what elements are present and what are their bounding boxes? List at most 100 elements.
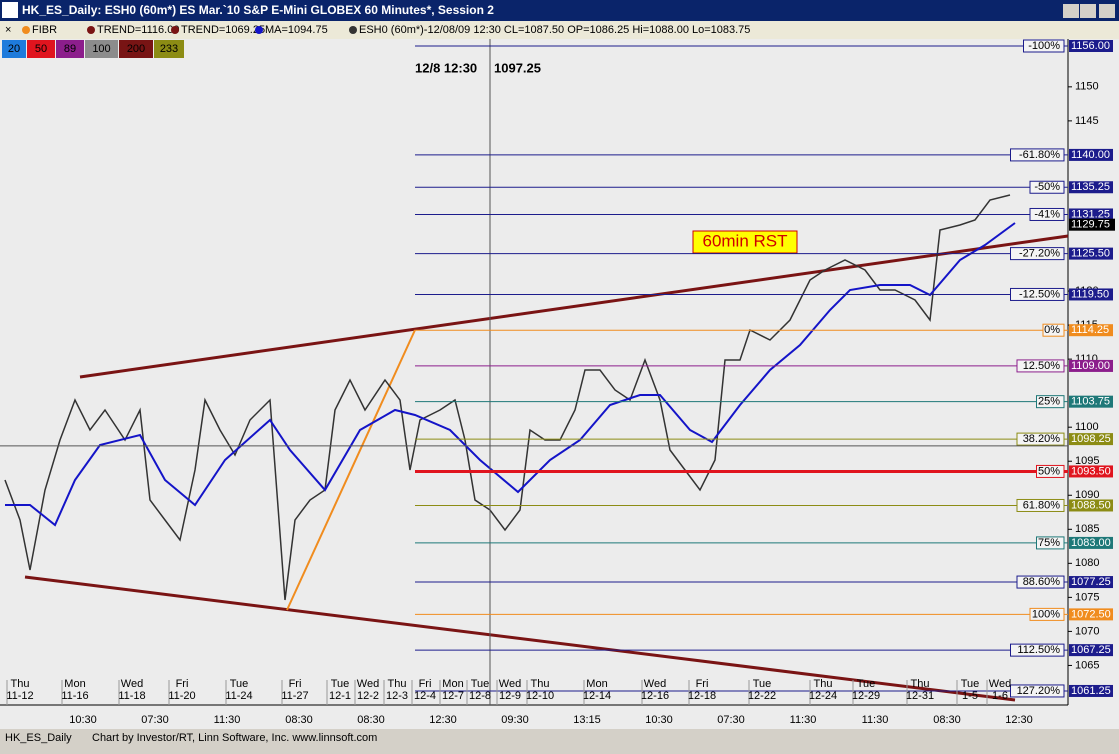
title-bar xyxy=(0,0,1119,21)
day-label: Mon xyxy=(586,678,607,690)
plot: 60min RST xyxy=(4,39,1069,705)
price-box xyxy=(1069,576,1113,589)
price-box-label: 1098.25 xyxy=(1071,433,1111,445)
price-box-label: 1119.50 xyxy=(1071,288,1109,300)
day-label: Thu xyxy=(911,678,930,690)
annotation-box xyxy=(692,230,798,254)
day-label: Fri xyxy=(419,678,432,690)
period-button[interactable] xyxy=(85,40,118,58)
legend-dot xyxy=(349,26,357,34)
legend-item: TREND=1116.00 xyxy=(97,24,179,36)
time-label: 11:30 xyxy=(790,714,817,726)
fib-label-box xyxy=(1036,395,1065,409)
date-label: 12-22 xyxy=(748,690,776,702)
day-label: Tue xyxy=(331,678,350,690)
date-label: 12-4 xyxy=(414,690,436,702)
day-label: Tue xyxy=(961,678,980,690)
time-label: 12:30 xyxy=(1005,714,1033,726)
legend-dot xyxy=(255,26,263,34)
trend-line xyxy=(24,575,1016,702)
maximize[interactable] xyxy=(1080,4,1096,18)
fib-label-box xyxy=(1016,498,1065,512)
fib-label-box xyxy=(1029,207,1065,221)
day-label: Wed xyxy=(357,678,379,690)
price-box-label: 1131.25 xyxy=(1071,208,1110,220)
date-label: 12-8 xyxy=(469,690,491,702)
fib-swing xyxy=(286,329,416,611)
minimize[interactable] xyxy=(1063,4,1079,18)
price-box xyxy=(1069,359,1113,372)
legend-item: ESH0 (60m*)-12/08/09 12:30 CL=1087.50 OP… xyxy=(359,24,750,36)
time-label: 07:30 xyxy=(141,714,169,726)
legend-dot xyxy=(87,26,95,34)
day-label: Fri xyxy=(696,678,709,690)
price-tick-label: 1095 xyxy=(1075,455,1099,467)
plot-area xyxy=(0,39,1068,705)
day-label: Wed xyxy=(989,678,1011,690)
fib-label: 38.20% xyxy=(1023,433,1061,445)
fib-label-box xyxy=(1016,432,1065,446)
price-box-label: 1109.00 xyxy=(1071,360,1110,372)
period-button[interactable] xyxy=(154,40,184,58)
period-button[interactable] xyxy=(2,40,26,58)
fib-label-box xyxy=(1010,148,1065,162)
fib-label: 88.60% xyxy=(1023,576,1061,588)
fib-label-box xyxy=(1029,180,1065,194)
annotation: 60min RST xyxy=(702,231,787,250)
day-label: Thu xyxy=(388,678,407,690)
time-label: 09:30 xyxy=(501,714,529,726)
day-label: Mon xyxy=(64,678,85,690)
price-tick-label: 1090 xyxy=(1075,489,1099,501)
day-label: Thu xyxy=(531,678,550,690)
fib-label-box xyxy=(1029,607,1065,621)
fib-label: 12.50% xyxy=(1023,360,1061,372)
close[interactable] xyxy=(1099,4,1115,18)
time-label: 08:30 xyxy=(285,714,313,726)
price-tick-label: 1075 xyxy=(1075,591,1099,603)
period-button[interactable] xyxy=(56,40,84,58)
day-label: Tue xyxy=(753,678,772,690)
price-axis xyxy=(1068,39,1119,705)
period-button[interactable] xyxy=(27,40,55,58)
day-label: Mon xyxy=(442,678,463,690)
fib-label: -27.20% xyxy=(1019,248,1060,260)
day-label: Tue xyxy=(230,678,249,690)
day-label: Wed xyxy=(644,678,666,690)
price-box-label: 1061.25 xyxy=(1071,685,1111,697)
fib-label-box xyxy=(1016,575,1065,589)
date-label: 12-9 xyxy=(499,690,521,702)
price-box xyxy=(1069,208,1113,221)
period-label: 20 xyxy=(8,43,20,55)
period-label: 200 xyxy=(127,43,145,55)
date-label: 11-16 xyxy=(61,690,88,702)
period-label: 100 xyxy=(92,43,110,55)
price-box xyxy=(1069,324,1113,337)
window-title: HK_ES_Daily: ESH0 (60m*) ES Mar.`10 S&P … xyxy=(22,3,494,17)
legend-item: TREND=1069.25 xyxy=(181,24,265,36)
period-button[interactable] xyxy=(119,40,153,58)
app-icon xyxy=(2,2,18,18)
day-label: Thu xyxy=(814,678,833,690)
fib-label-box xyxy=(1010,684,1065,698)
price-box-label: 1114.25 xyxy=(1071,324,1109,336)
date-label: 11-24 xyxy=(225,690,252,702)
price-box-label: 1093.50 xyxy=(1071,465,1111,477)
price-tick-label: 1085 xyxy=(1075,523,1099,535)
last-price-box xyxy=(1069,218,1115,231)
date-label: 12-24 xyxy=(809,690,837,702)
time-label: 08:30 xyxy=(357,714,385,726)
status-tab[interactable]: HK_ES_Daily xyxy=(5,732,72,744)
date-label: 12-2 xyxy=(357,690,379,702)
date-label: 12-31 xyxy=(906,690,934,702)
price-box-label: 1135.25 xyxy=(1071,181,1110,193)
fib-label: -12.50% xyxy=(1019,288,1060,300)
date-label: 1-5 xyxy=(962,690,978,702)
date-label: 12-18 xyxy=(688,690,716,702)
fib-label: 50% xyxy=(1038,465,1060,477)
time-label: 10:30 xyxy=(69,714,97,726)
date-label: 12-3 xyxy=(386,690,408,702)
fib-label: 127.20% xyxy=(1017,685,1061,697)
day-label: Thu xyxy=(11,678,30,690)
crosshair-time: 12/8 12:30 xyxy=(415,60,477,75)
